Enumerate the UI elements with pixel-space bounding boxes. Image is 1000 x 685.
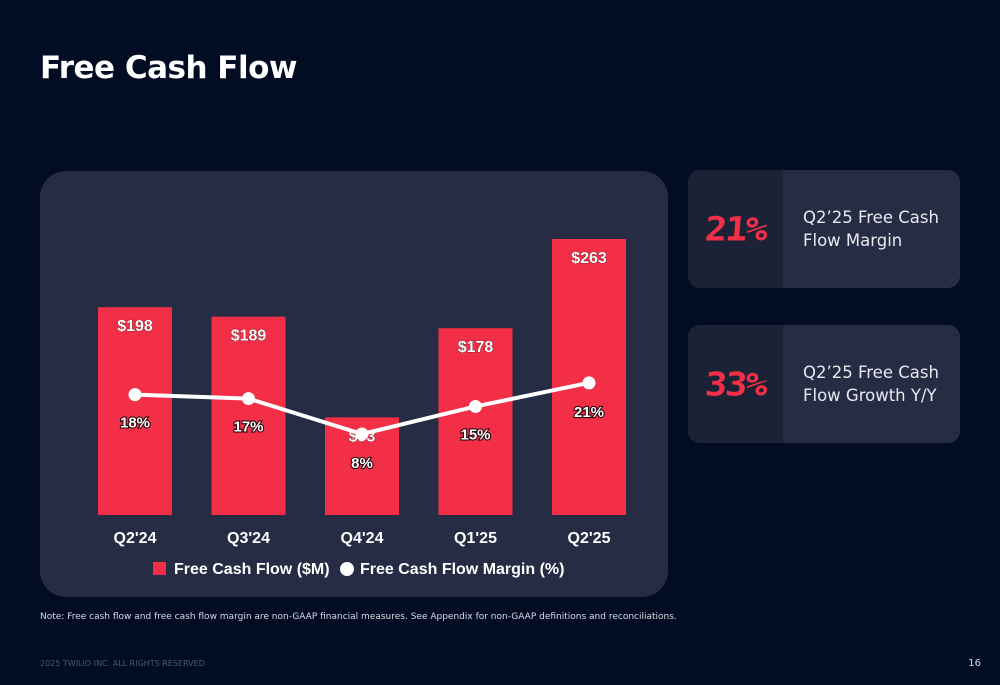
margin-value-label: 8%	[351, 455, 373, 472]
chart-panel: $198$189$93$178$26318%17%8%15%21%Q2'24Q3…	[40, 171, 668, 597]
bar-value-label: $198	[117, 318, 153, 335]
margin-point-Q1'25	[469, 399, 482, 413]
margin-value-label: 18%	[120, 415, 150, 432]
kpi-card-fcf-margin: 21% Q2’25 Free Cash Flow Margin	[688, 170, 960, 288]
legend-label-margin: Free Cash Flow Margin (%)	[360, 561, 564, 578]
kpi-value: 33%	[703, 364, 768, 404]
legend-label-fcf: Free Cash Flow ($M)	[174, 561, 330, 578]
free-cash-flow-chart: $198$189$93$178$26318%17%8%15%21%Q2'24Q3…	[98, 239, 626, 578]
bar-Q1'25	[438, 328, 513, 515]
legend-swatch-fcf	[153, 562, 166, 575]
bar-value-label: $263	[571, 250, 607, 267]
kpi-value-box: 21%	[688, 170, 783, 288]
bar-value-label: $178	[458, 339, 494, 356]
kpi-label: Q2’25 Free Cash Flow Margin	[803, 208, 939, 250]
margin-point-Q3'24	[242, 392, 255, 406]
margin-point-Q4'24	[355, 427, 369, 441]
footnote: Note: Free cash flow and free cash flow …	[40, 612, 677, 622]
x-tick-label: Q4'24	[341, 530, 384, 547]
margin-value-label: 17%	[233, 419, 263, 436]
bar-Q2'24	[98, 307, 172, 515]
bar-Q3'24	[211, 316, 286, 515]
kpi-value: 21%	[703, 209, 768, 249]
margin-point-Q2'25	[582, 376, 596, 390]
page-title: Free Cash Flow	[40, 50, 298, 86]
page-number: 16	[968, 658, 981, 669]
kpi-label: Q2’25 Free Cash Flow Growth Y/Y	[803, 363, 939, 405]
x-tick-label: Q2'24	[114, 530, 157, 547]
x-tick-label: Q3'24	[227, 530, 270, 547]
margin-value-label: 21%	[574, 404, 604, 421]
margin-point-Q2'24	[128, 388, 142, 402]
x-tick-label: Q2'25	[568, 530, 611, 547]
copyright-footer: 2025 TWILIO INC. ALL RIGHTS RESERVED	[40, 659, 205, 668]
bar-value-label: $189	[231, 328, 267, 345]
x-tick-label: Q1'25	[454, 530, 497, 547]
kpi-card-fcf-growth: 33% Q2’25 Free Cash Flow Growth Y/Y	[688, 325, 960, 443]
kpi-value-box: 33%	[688, 325, 783, 443]
legend-swatch-margin	[340, 562, 354, 576]
margin-value-label: 15%	[460, 426, 490, 443]
